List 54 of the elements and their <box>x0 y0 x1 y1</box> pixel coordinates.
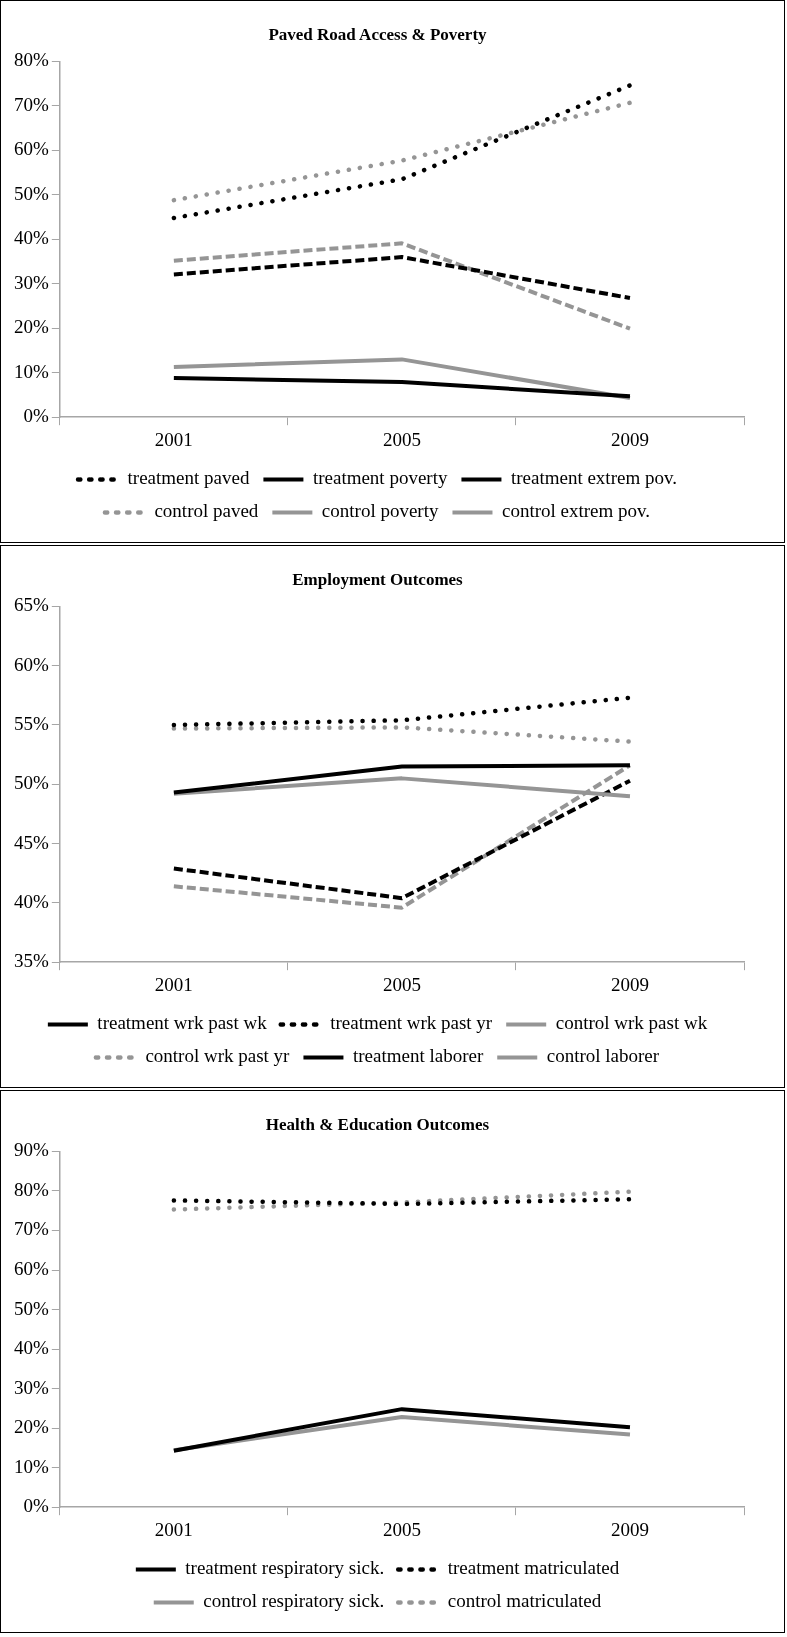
y-tick-label: 50% <box>14 182 49 204</box>
legend-label: treatment extrem pov. <box>510 467 677 489</box>
y-tick-label: 0% <box>23 405 49 427</box>
chart-title: Health & Education Outcomes <box>265 1114 490 1134</box>
y-tick-label: 65% <box>14 594 49 616</box>
y-tick-label: 0% <box>23 1495 49 1517</box>
legend-label: control poverty <box>321 500 439 522</box>
y-tick-label: 40% <box>14 890 49 912</box>
x-tick-label: 2009 <box>610 428 649 450</box>
y-tick-label: 70% <box>14 93 49 115</box>
y-tick-label: 60% <box>14 1257 49 1279</box>
y-tick-label: 35% <box>14 950 49 972</box>
y-tick-label: 80% <box>14 49 49 71</box>
y-tick-label: 50% <box>14 1297 49 1319</box>
legend-label: control wrk past yr <box>145 1045 291 1067</box>
legend-label: control wrk past wk <box>555 1012 708 1034</box>
legend-label: treatment respiratory sick. <box>185 1557 385 1579</box>
x-tick-label: 2001 <box>154 973 193 995</box>
y-tick-label: 10% <box>14 360 49 382</box>
legend-label: control extrem pov. <box>501 500 651 522</box>
y-tick-label: 30% <box>14 271 49 293</box>
y-tick-label: 45% <box>14 831 49 853</box>
y-tick-label: 55% <box>14 712 49 734</box>
legend-label: treatment wrk past yr <box>330 1012 493 1034</box>
legend-label: treatment poverty <box>312 467 448 489</box>
legend-label: control respiratory sick. <box>203 1590 385 1612</box>
y-tick-label: 30% <box>14 1376 49 1398</box>
chart-title: Employment Outcomes <box>292 569 464 589</box>
x-tick-label: 2001 <box>154 428 193 450</box>
x-tick-label: 2005 <box>382 428 421 450</box>
x-tick-label: 2001 <box>154 1518 193 1540</box>
y-tick-label: 70% <box>14 1218 49 1240</box>
legend-label: control paved <box>154 500 259 522</box>
y-tick-label: 20% <box>14 316 49 338</box>
legend-label: treatment laborer <box>352 1045 484 1067</box>
legend-label: control matriculated <box>447 1590 602 1612</box>
x-tick-label: 2009 <box>610 1518 649 1540</box>
y-tick-label: 50% <box>14 772 49 794</box>
y-tick-label: 10% <box>14 1455 49 1477</box>
chart-title: Paved Road Access & Poverty <box>268 24 488 44</box>
legend-label: treatment wrk past wk <box>97 1012 268 1034</box>
x-tick-label: 2005 <box>382 1518 421 1540</box>
y-tick-label: 40% <box>14 227 49 249</box>
x-tick-label: 2005 <box>382 973 421 995</box>
legend-label: control laborer <box>546 1045 660 1067</box>
x-tick-label: 2009 <box>610 973 649 995</box>
y-tick-label: 20% <box>14 1416 49 1438</box>
y-tick-label: 90% <box>14 1139 49 1161</box>
y-tick-label: 60% <box>14 653 49 675</box>
y-tick-label: 80% <box>14 1178 49 1200</box>
legend-label: treatment paved <box>127 467 250 489</box>
y-tick-label: 40% <box>14 1337 49 1359</box>
y-tick-label: 60% <box>14 138 49 160</box>
legend-label: treatment matriculated <box>447 1557 620 1579</box>
